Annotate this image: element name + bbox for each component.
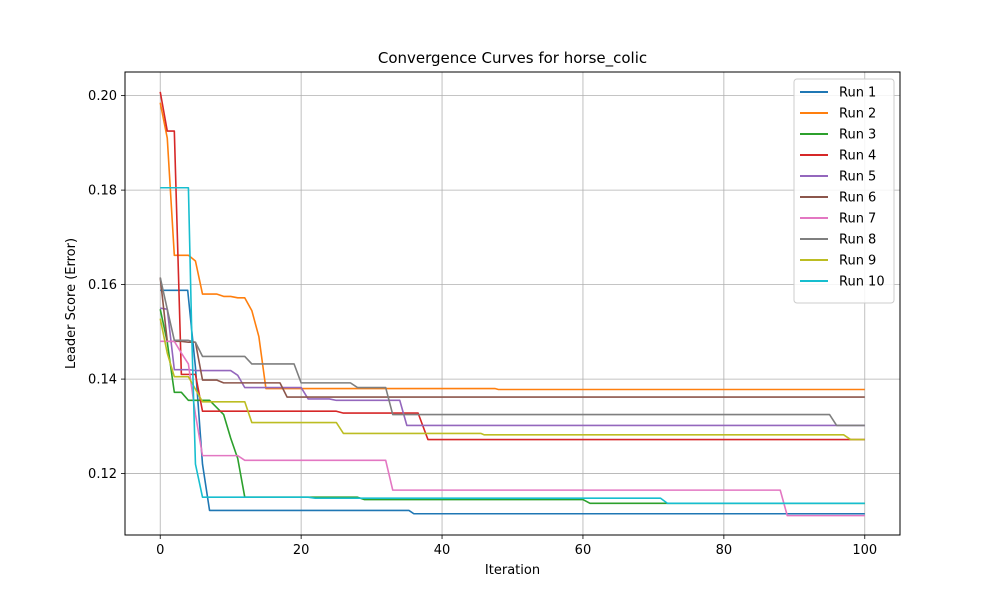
legend-label: Run 10 bbox=[839, 275, 885, 290]
legend-label: Run 7 bbox=[839, 212, 876, 227]
series-line bbox=[159, 277, 865, 427]
y-tick-label: 0.18 bbox=[88, 184, 117, 199]
series-line bbox=[159, 91, 865, 441]
legend: Run 1 Run 2 Run 3 Run 4 Run 5 Run 6 Run 7 Run 8… bbox=[793, 78, 895, 304]
legend-label: Run 8 bbox=[839, 233, 876, 248]
series-line bbox=[159, 102, 865, 391]
legend-label: Run 5 bbox=[839, 170, 876, 185]
series-line bbox=[159, 318, 865, 441]
plot-frame bbox=[124, 71, 901, 536]
y-tick-label: 0.12 bbox=[88, 467, 117, 482]
series-lines bbox=[159, 91, 865, 517]
series-line bbox=[160, 186, 865, 505]
legend-label: Run 3 bbox=[839, 128, 876, 143]
series-line bbox=[159, 277, 865, 398]
x-tick-label: 40 bbox=[434, 543, 451, 558]
y-tick-label: 0.14 bbox=[88, 373, 117, 388]
y-tick-label: 0.16 bbox=[88, 278, 117, 293]
legend-label: Run 9 bbox=[839, 254, 876, 269]
legend-label: Run 2 bbox=[839, 107, 876, 122]
x-tick-label: 60 bbox=[575, 543, 592, 558]
plot-area bbox=[125, 72, 900, 535]
x-tick-label: 20 bbox=[293, 543, 310, 558]
x-tick-label: 80 bbox=[716, 543, 733, 558]
legend-label: Run 6 bbox=[839, 191, 876, 206]
legend-label: Run 1 bbox=[839, 86, 876, 101]
legend-label: Run 4 bbox=[839, 149, 876, 164]
x-tick-label: 100 bbox=[852, 543, 877, 558]
x-axis-label: Iteration bbox=[485, 563, 540, 578]
y-tick-label: 0.20 bbox=[88, 89, 117, 104]
series-line bbox=[159, 309, 865, 505]
y-axis-ticks: 0.12 0.14 0.16 0.18 0.20 bbox=[88, 89, 125, 482]
chart-title: Convergence Curves for horse_colic bbox=[378, 49, 647, 68]
series-line bbox=[160, 340, 865, 517]
y-axis-label: Leader Score (Error) bbox=[64, 238, 79, 369]
x-axis-ticks: 0 20 40 60 80 100 bbox=[156, 535, 877, 558]
series-line bbox=[160, 289, 865, 515]
series-line bbox=[160, 307, 865, 427]
x-tick-label: 0 bbox=[156, 543, 164, 558]
